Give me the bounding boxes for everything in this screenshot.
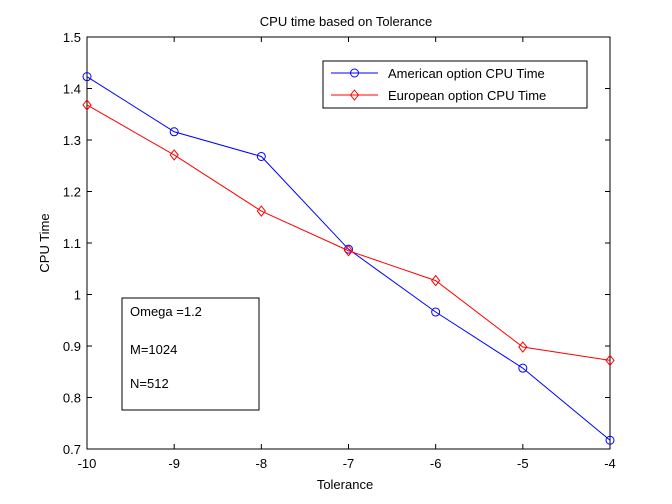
- x-tick-label: -8: [256, 456, 268, 471]
- data-point: [518, 363, 528, 373]
- legend-label-american: American option CPU Time: [388, 66, 545, 81]
- legend-marker-european: [349, 89, 360, 101]
- annotation-frame: [121, 297, 260, 411]
- series-european: [82, 99, 615, 367]
- annotation-box: Omega =1.2 M=1024 N=512: [121, 297, 260, 411]
- x-tick-label: -7: [343, 456, 355, 471]
- data-point: [82, 99, 92, 111]
- data-point: [256, 151, 266, 161]
- y-tick-label: 1: [74, 288, 81, 303]
- x-tick-label: -6: [430, 456, 442, 471]
- y-tick-label: 1.3: [63, 133, 81, 148]
- y-tick-label: 0.8: [63, 391, 81, 406]
- series-american: [82, 72, 615, 445]
- data-point: [431, 274, 441, 287]
- y-axis-label: CPU Time: [37, 213, 52, 272]
- data-point: [256, 205, 266, 217]
- data-point: [169, 149, 179, 161]
- legend-entry-european: European option CPU Time: [331, 88, 546, 103]
- series-line: [86, 104, 611, 361]
- x-tick-label: -5: [517, 456, 529, 471]
- data-point: [343, 244, 354, 257]
- data-point: [169, 127, 179, 137]
- y-tick-label: 0.9: [63, 339, 81, 354]
- annotation-omega: Omega =1.2: [130, 304, 202, 319]
- axis-ticks: -10 -9 -8 -7 -6 -5 -4 0.7 0.8 0.9 1 1.1 1.2 1.3 1.4 1.5: [63, 30, 616, 471]
- y-tick-label: 1.4: [63, 82, 81, 97]
- chart-title: CPU time based on Tolerance: [260, 14, 432, 29]
- x-tick-label: -4: [604, 456, 616, 471]
- data-point: [82, 72, 92, 82]
- y-tick-label: 1.5: [63, 30, 81, 45]
- series-line: [86, 76, 611, 441]
- legend: American option CPU Time European option…: [322, 60, 588, 109]
- annotation-m: M=1024: [130, 342, 177, 357]
- y-tick-label: 0.7: [63, 442, 81, 457]
- annotation-n: N=512: [130, 376, 169, 391]
- legend-entry-american: American option CPU Time: [331, 66, 545, 81]
- data-point: [605, 354, 615, 367]
- y-tick-label: 1.1: [63, 236, 81, 251]
- x-tick-label: -9: [168, 456, 180, 471]
- data-point: [518, 341, 528, 353]
- legend-marker-american: [350, 68, 359, 78]
- data-point: [605, 435, 615, 445]
- x-tick-label: -10: [78, 456, 97, 471]
- legend-label-european: European option CPU Time: [388, 88, 546, 103]
- y-tick-label: 1.2: [63, 185, 81, 200]
- legend-frame: [322, 60, 588, 109]
- x-axis-label: Tolerance: [317, 477, 373, 492]
- series-layer: [82, 72, 615, 445]
- data-point: [431, 307, 441, 317]
